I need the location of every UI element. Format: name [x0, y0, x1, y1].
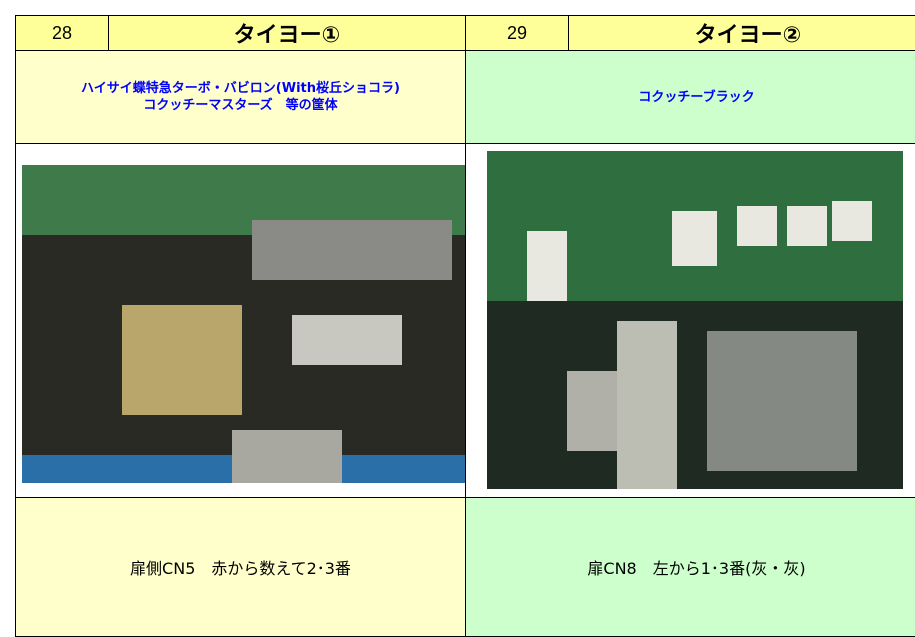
panel-description: コクッチーブラック	[465, 50, 915, 144]
panel-description: ハイサイ蝶特急ターボ・バビロン(With桜丘ショコラ) コクッチーマスターズ 等の…	[15, 50, 466, 144]
panel-number: 29	[465, 15, 569, 51]
panel-title: タイヨー①	[108, 15, 466, 51]
panel-caption: 扉側CN5 赤から数えて2･3番	[15, 497, 466, 637]
panel-caption: 扉CN8 左から1･3番(灰・灰)	[465, 497, 915, 637]
description-line: ハイサイ蝶特急ターボ・バビロン(With桜丘ショコラ)	[81, 81, 400, 96]
photo	[487, 151, 903, 489]
panel-number: 28	[15, 15, 109, 51]
description-line: コクッチーブラック	[638, 89, 755, 105]
panel-title: タイヨー②	[568, 15, 915, 51]
photo	[22, 165, 466, 483]
description-line: コクッチーマスターズ 等の筐体	[143, 98, 338, 113]
